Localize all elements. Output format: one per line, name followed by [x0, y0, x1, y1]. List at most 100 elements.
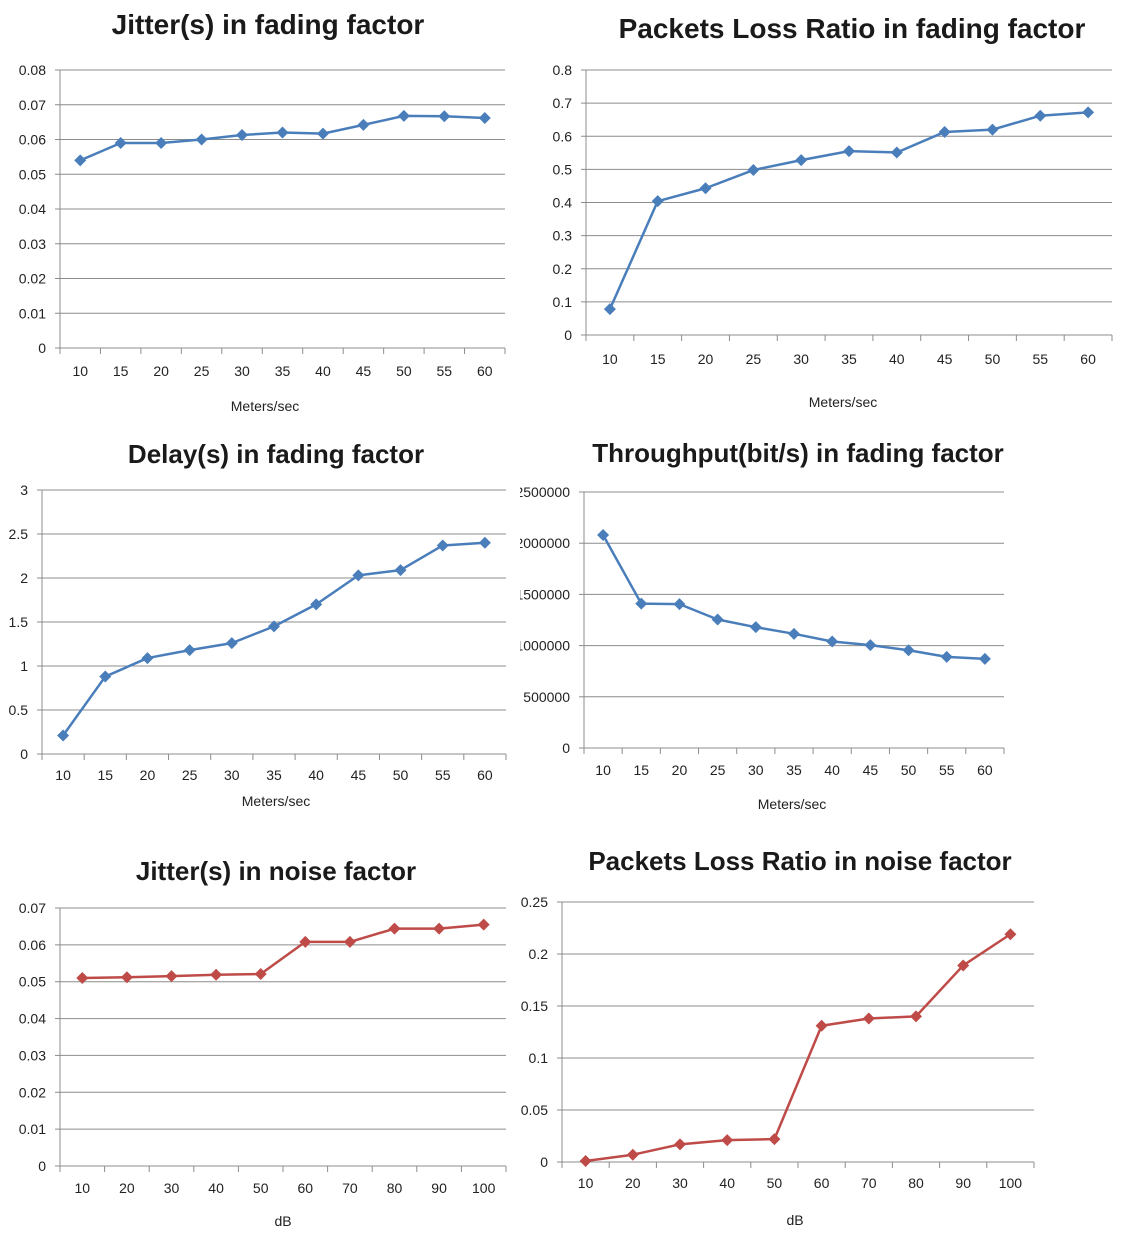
chart-throughput-fading-svg: Throughput(bit/s) in fading factor 0 5000… [515, 438, 1005, 812]
y-tick-label: 0.05 [19, 974, 46, 990]
chart-packet-loss-fading-svg: Packets Loss Ratio in fading factor 0 0.1… [553, 13, 1113, 410]
y-tick-label: 0.03 [19, 236, 46, 252]
x-tick-label: 40 [889, 351, 905, 367]
x-tick-label: 45 [351, 767, 367, 783]
y-tick-label: 0.06 [19, 132, 46, 148]
data-point [603, 303, 616, 316]
data-point [114, 136, 127, 149]
data-point [902, 644, 915, 657]
data-point [310, 598, 323, 611]
data-point [862, 1012, 875, 1025]
data-point [721, 1134, 734, 1147]
data-point [1082, 106, 1095, 119]
y-tick-label: 0.04 [19, 1011, 46, 1027]
series-line [608, 111, 1089, 310]
chart-jitter-noise: Jitter(s) in noise factor 0 0.01 0.02 0.03 0… [0, 840, 520, 1229]
y-tick-label: 0.06 [19, 937, 46, 953]
series-line [82, 923, 484, 980]
data-point [478, 111, 491, 124]
x-tick-label: 45 [863, 762, 879, 778]
y-tick-label: 3 [20, 482, 28, 498]
data-point [210, 968, 223, 981]
chart-title: Packets Loss Ratio in fading factor [619, 13, 1086, 44]
data-point [165, 970, 178, 983]
x-tick-label: 60 [1080, 351, 1096, 367]
x-tick-label: 20 [153, 363, 169, 379]
y-tick-label: 0.8 [553, 62, 573, 78]
x-tick-label: 45 [356, 363, 372, 379]
chart-jitter-fading: Jitter(s) in fading factor 0 0.01 0.02 0.03… [0, 0, 520, 420]
x-tick-label: 40 [719, 1175, 735, 1191]
y-tick-label: 1 [20, 658, 28, 674]
chart-delay-fading: Delay(s) in fading factor 0 0.5 1 1.5 2 2.5 3 1… [0, 430, 520, 820]
x-tick-label: 80 [908, 1175, 924, 1191]
x-tick-label: 55 [437, 363, 453, 379]
y-tick-label: 1000000 [520, 638, 570, 654]
x-tick-label: 35 [266, 767, 282, 783]
data-point [1004, 928, 1017, 941]
y-tick-label: 0.6 [553, 128, 573, 144]
x-tick-label: 20 [672, 762, 688, 778]
data-point [986, 123, 999, 136]
x-tick-label: 30 [234, 363, 250, 379]
x-tick-label: 60 [298, 1180, 314, 1196]
y-tick-label: 2000000 [520, 535, 570, 551]
chart-title: Jitter(s) in fading factor [112, 9, 425, 40]
x-tick-label: 35 [786, 762, 802, 778]
data-point [433, 922, 446, 935]
data-point [268, 620, 280, 633]
y-tick-label: 0.2 [529, 946, 549, 962]
y-tick-label: 0.1 [529, 1050, 549, 1066]
x-tick-label: 40 [824, 762, 840, 778]
data-point [843, 145, 855, 158]
y-tick-label: 0.2 [553, 261, 573, 277]
chart-throughput-fading: Throughput(bit/s) in fading factor 0 5000… [515, 430, 1020, 820]
x-tick-label: 20 [625, 1175, 641, 1191]
x-tick-label: 55 [939, 762, 955, 778]
y-tick-label: 0.3 [553, 228, 573, 244]
chart-jitter-noise-svg: Jitter(s) in noise factor 0 0.01 0.02 0.03 0… [19, 856, 507, 1229]
data-point [236, 128, 249, 141]
x-tick-label: 20 [140, 767, 156, 783]
data-point [155, 136, 168, 149]
chart-jitter-fading-svg: Jitter(s) in fading factor 0 0.01 0.02 0.03… [19, 9, 506, 414]
data-point [57, 729, 70, 742]
chart-packet-loss-noise-svg: Packets Loss Ratio in noise factor 0 0.05… [521, 846, 1035, 1228]
data-point [957, 959, 970, 972]
x-tick-label: 25 [194, 363, 210, 379]
x-tick-label: 55 [1032, 351, 1048, 367]
y-tick-label: 0.15 [521, 998, 548, 1014]
data-point [597, 529, 610, 542]
data-point [674, 1138, 686, 1151]
data-point [910, 1010, 922, 1023]
x-tick-label: 45 [937, 351, 953, 367]
data-point [276, 126, 289, 139]
data-point [357, 118, 370, 131]
x-tick-label: 60 [477, 767, 493, 783]
data-point [768, 1133, 781, 1146]
data-point [711, 613, 724, 626]
y-tick-label: 1500000 [520, 586, 570, 602]
x-axis-label: Meters/sec [231, 398, 299, 414]
data-point [864, 639, 877, 652]
x-tick-label: 50 [985, 351, 1001, 367]
y-tick-label: 0.03 [19, 1047, 46, 1063]
data-point [254, 967, 267, 980]
x-tick-label: 30 [164, 1180, 180, 1196]
data-point [436, 539, 449, 552]
x-tick-label: 55 [435, 767, 451, 783]
y-tick-label: 0.02 [19, 1084, 46, 1100]
data-point [651, 195, 664, 208]
series-line [62, 541, 485, 737]
x-tick-label: 10 [75, 1180, 91, 1196]
y-tick-label: 0.08 [19, 62, 46, 78]
data-point [225, 637, 238, 650]
series-line [585, 933, 1012, 1163]
y-tick-label: 0.01 [19, 1121, 46, 1137]
x-tick-label: 20 [698, 351, 714, 367]
y-tick-label: 0.5 [553, 161, 573, 177]
data-point [788, 627, 800, 640]
data-point [316, 127, 329, 140]
y-tick-label: 0.1 [553, 294, 573, 310]
x-tick-label: 50 [396, 363, 412, 379]
